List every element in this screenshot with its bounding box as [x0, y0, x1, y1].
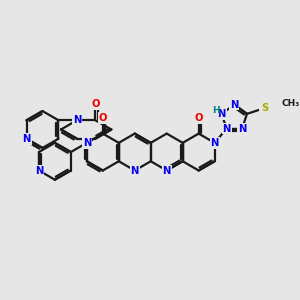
Text: N: N — [82, 138, 91, 148]
Text: N: N — [238, 124, 246, 134]
Text: S: S — [261, 103, 268, 113]
Text: N: N — [163, 166, 171, 176]
Text: O: O — [98, 113, 107, 123]
Text: N: N — [211, 138, 219, 148]
Text: CH₃: CH₃ — [282, 99, 300, 108]
Text: N: N — [35, 166, 43, 176]
Text: N: N — [22, 134, 31, 144]
Text: N: N — [222, 124, 231, 134]
Text: O: O — [194, 113, 203, 123]
Text: N: N — [73, 115, 81, 125]
Text: H: H — [212, 106, 219, 115]
Text: O: O — [91, 99, 100, 110]
Text: N: N — [230, 100, 238, 110]
Text: N: N — [218, 109, 226, 119]
Text: N: N — [130, 166, 139, 176]
